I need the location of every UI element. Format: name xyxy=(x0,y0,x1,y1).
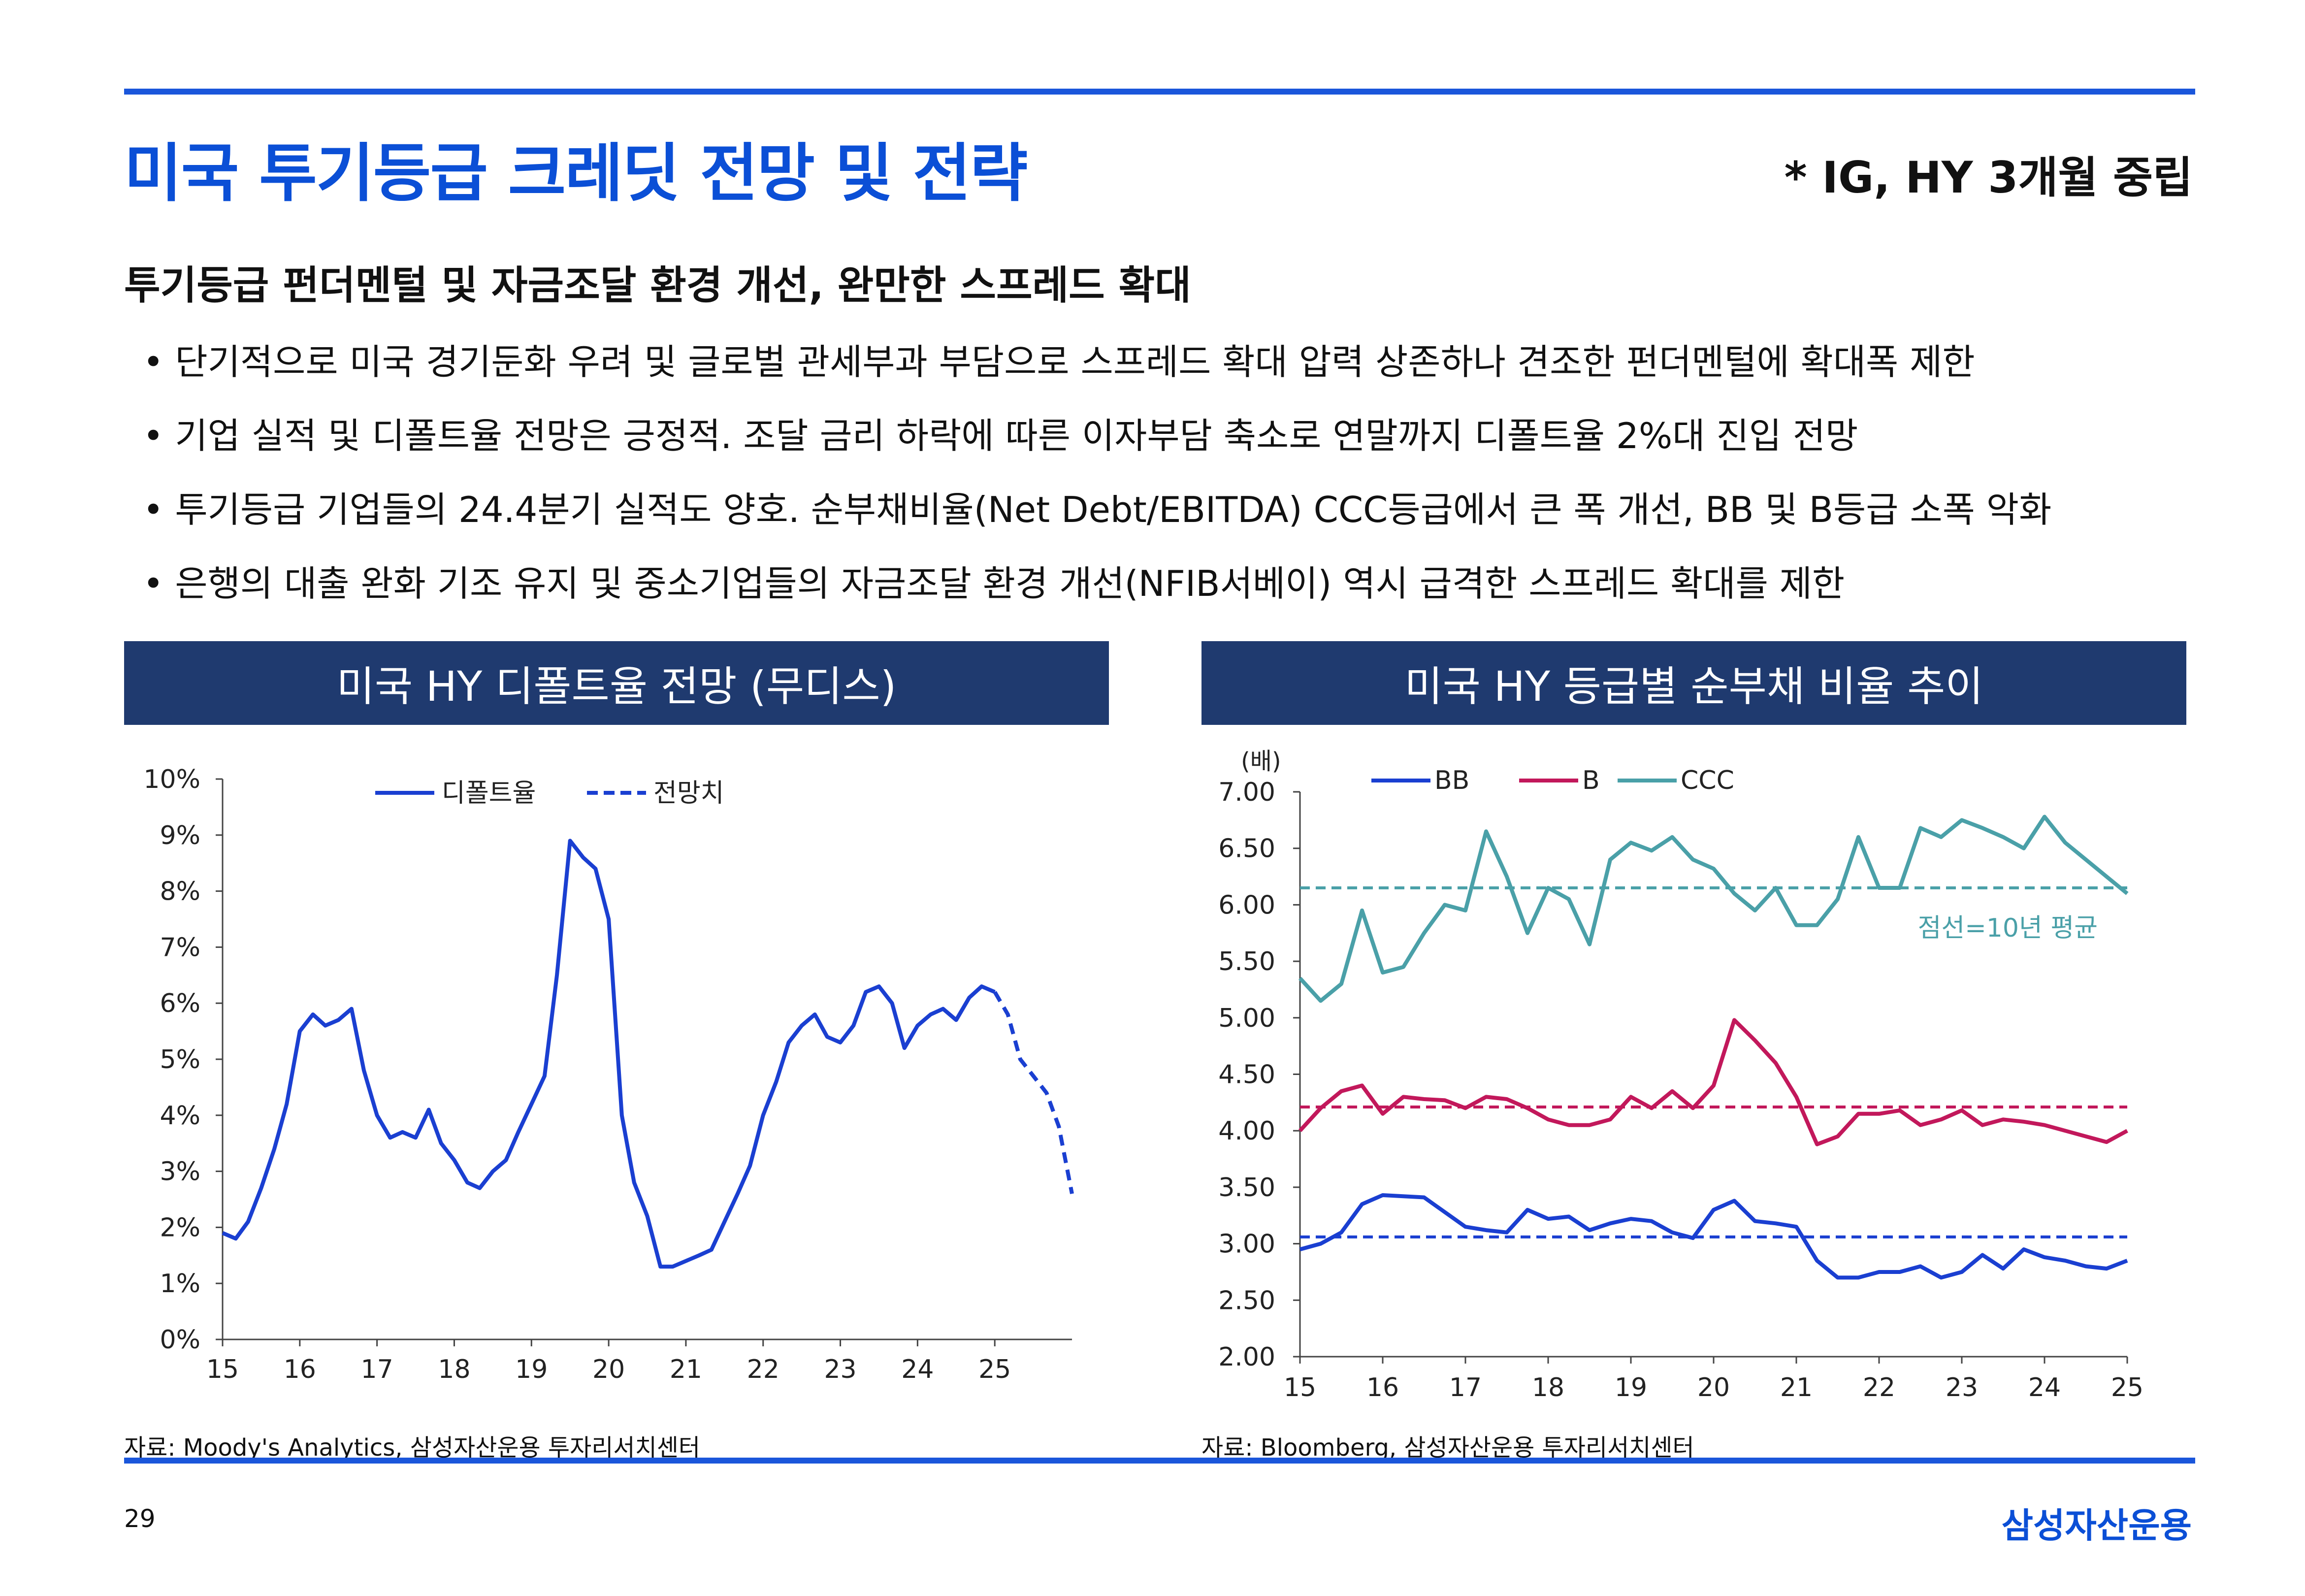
x-tick-label: 18 xyxy=(438,1355,470,1384)
bullet-marker: • xyxy=(143,415,164,456)
bullet-marker: • xyxy=(143,563,164,604)
x-tick-label: 20 xyxy=(592,1355,625,1384)
legend-label: 전망치 xyxy=(653,779,724,808)
chart2-source: 자료: Bloomberg, 삼성자산운용 투자리서치센터 xyxy=(1201,1434,1694,1462)
default-rate-chart: 0% 1% 2% 3% 4% 5% 6% 7% 8% 9% 10% 15 16 17 18 19 20 21 22 2… xyxy=(143,765,1074,1384)
bullet-list: • 단기적으로 미국 경기둔화 우려 및 글로벌 관세부과 부담으로 스프레드 … xyxy=(143,325,2186,620)
x-tick-label: 19 xyxy=(1615,1373,1647,1402)
y-tick-label: 2.00 xyxy=(1218,1342,1275,1372)
x-tick-label: 21 xyxy=(670,1355,702,1384)
y-tick-label: 5.00 xyxy=(1218,1004,1275,1033)
y-axis-unit: (배) xyxy=(1241,748,1281,775)
x-tick-label: 16 xyxy=(1366,1373,1399,1402)
y-tick-label: 4.00 xyxy=(1218,1116,1275,1146)
bullet-marker: • xyxy=(143,341,164,383)
y-tick-label: 4.50 xyxy=(1218,1060,1275,1090)
y-tick-label: 5.50 xyxy=(1218,947,1275,977)
x-tick-label: 19 xyxy=(515,1355,548,1384)
y-tick-label: 3.50 xyxy=(1218,1173,1275,1203)
y-tick-label: 8% xyxy=(160,877,201,907)
y-tick-label: 2% xyxy=(160,1213,201,1242)
y-tick-label: 7% xyxy=(160,933,201,962)
bullet-text: 단기적으로 미국 경기둔화 우려 및 글로벌 관세부과 부담으로 스프레드 확대… xyxy=(175,341,1975,383)
bullet-item: • 기업 실적 및 디폴트율 전망은 긍정적. 조달 금리 하락에 따른 이자부… xyxy=(143,399,2186,473)
y-tick-label: 10% xyxy=(143,765,200,794)
legend-label: CCC xyxy=(1681,766,1734,795)
series-line-B xyxy=(1299,1018,2128,1146)
y-tick-label: 0% xyxy=(160,1325,201,1355)
page-number: 29 xyxy=(124,1504,156,1533)
bullet-item: • 단기적으로 미국 경기둔화 우려 및 글로벌 관세부과 부담으로 스프레드 … xyxy=(143,325,2186,399)
net-debt-chart: (배) 2.00 2.50 3.00 3.50 4.00 4.50 5.00 5.50 6.00 6… xyxy=(1218,748,2143,1402)
top-rule xyxy=(124,89,2195,95)
x-tick-label: 21 xyxy=(1780,1373,1813,1402)
x-tick-label: 23 xyxy=(1946,1373,1978,1402)
series-line-CCC xyxy=(1299,814,2129,1003)
x-tick-label: 24 xyxy=(901,1355,934,1384)
y-tick-label: 9% xyxy=(160,821,201,850)
chart2-title: 미국 HY 등급별 순부채 비율 추이 xyxy=(1404,662,1983,711)
y-tick-label: 5% xyxy=(160,1045,201,1075)
chart1-title: 미국 HY 디폴트율 전망 (무디스) xyxy=(336,662,897,711)
x-tick-label: 15 xyxy=(1284,1373,1316,1402)
y-tick-label: 6.50 xyxy=(1218,834,1275,864)
legend-label: BB xyxy=(1434,766,1469,795)
legend-label: B xyxy=(1582,766,1600,795)
series-line-전망치 xyxy=(993,991,1074,1194)
y-tick-label: 4% xyxy=(160,1101,201,1131)
bullet-text: 투기등급 기업들의 24.4분기 실적도 양호. 순부채비율(Net Debt/… xyxy=(175,489,2052,530)
x-tick-label: 17 xyxy=(1449,1373,1482,1402)
series-line-디폴트율 xyxy=(222,839,996,1269)
y-tick-label: 6.00 xyxy=(1218,890,1275,920)
x-tick-label: 22 xyxy=(747,1355,779,1384)
bullet-item: • 투기등급 기업들의 24.4분기 실적도 양호. 순부채비율(Net Deb… xyxy=(143,473,2186,547)
y-tick-label: 3% xyxy=(160,1157,201,1187)
average-annotation: 점선=10년 평균 xyxy=(1918,913,2098,943)
x-tick-label: 25 xyxy=(2111,1373,2143,1402)
y-tick-label: 7.00 xyxy=(1218,778,1275,807)
y-tick-label: 3.00 xyxy=(1218,1230,1275,1259)
y-tick-label: 6% xyxy=(160,989,201,1018)
y-tick-label: 1% xyxy=(160,1269,201,1299)
page-title: 미국 투기등급 크레딧 전망 및 전략 xyxy=(124,137,1028,210)
chart2-title-band: 미국 HY 등급별 순부채 비율 추이 xyxy=(1201,641,2186,725)
x-tick-label: 23 xyxy=(824,1355,856,1384)
bullet-text: 은행의 대출 완화 기조 유지 및 중소기업들의 자금조달 환경 개선(NFIB… xyxy=(175,563,1845,604)
legend-label: 디폴트율 xyxy=(442,779,536,808)
y-tick-label: 2.50 xyxy=(1218,1286,1275,1315)
section-headline: 투기등급 펀더멘털 및 자금조달 환경 개선, 완만한 스프레드 확대 xyxy=(124,262,1191,308)
x-tick-label: 17 xyxy=(361,1355,393,1384)
x-tick-label: 22 xyxy=(1863,1373,1895,1402)
bullet-item: • 은행의 대출 완화 기조 유지 및 중소기업들의 자금조달 환경 개선(NF… xyxy=(143,547,2186,620)
x-tick-label: 25 xyxy=(978,1355,1011,1384)
bullet-marker: • xyxy=(143,489,164,530)
x-tick-label: 18 xyxy=(1532,1373,1564,1402)
x-tick-label: 20 xyxy=(1697,1373,1730,1402)
x-tick-label: 16 xyxy=(284,1355,316,1384)
x-tick-label: 15 xyxy=(206,1355,239,1384)
chart1-source: 자료: Moody's Analytics, 삼성자산운용 투자리서치센터 xyxy=(124,1434,701,1462)
stance-note: * IG, HY 3개월 중립 xyxy=(1784,152,2193,203)
bottom-rule xyxy=(124,1458,2195,1464)
x-tick-label: 24 xyxy=(2028,1373,2061,1402)
bullet-text: 기업 실적 및 디폴트율 전망은 긍정적. 조달 금리 하락에 따른 이자부담 … xyxy=(175,415,1858,456)
chart1-title-band: 미국 HY 디폴트율 전망 (무디스) xyxy=(124,641,1109,725)
brand-logo-text: 삼성자산운용 xyxy=(2001,1505,2192,1546)
series-line-BB xyxy=(1299,1193,2128,1280)
